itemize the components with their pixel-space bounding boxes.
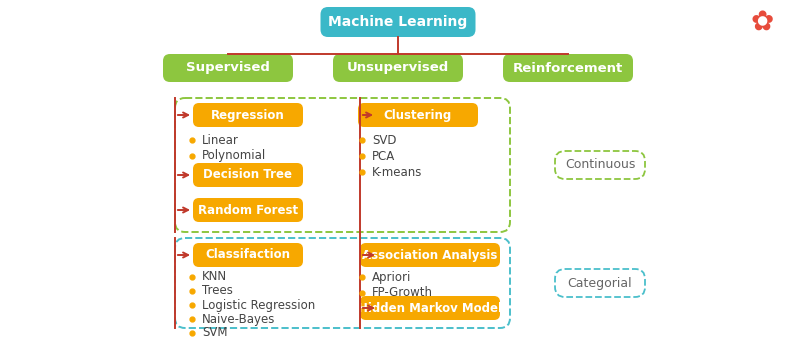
FancyBboxPatch shape xyxy=(193,243,303,267)
Text: SVM: SVM xyxy=(202,327,227,337)
FancyBboxPatch shape xyxy=(163,54,293,82)
Text: Continuous: Continuous xyxy=(565,158,635,172)
Text: Hidden Markov Model: Hidden Markov Model xyxy=(358,302,502,314)
FancyBboxPatch shape xyxy=(320,7,476,37)
Text: Regression: Regression xyxy=(211,109,285,122)
Text: Categorial: Categorial xyxy=(567,276,632,289)
FancyBboxPatch shape xyxy=(503,54,633,82)
Text: Linear: Linear xyxy=(202,133,239,147)
Text: Classifaction: Classifaction xyxy=(206,248,290,262)
Text: PCA: PCA xyxy=(372,150,395,162)
FancyBboxPatch shape xyxy=(360,296,500,320)
Text: SVD: SVD xyxy=(372,133,396,147)
FancyBboxPatch shape xyxy=(358,103,478,127)
Text: Random Forest: Random Forest xyxy=(198,204,298,216)
FancyBboxPatch shape xyxy=(360,243,500,267)
Text: Clustering: Clustering xyxy=(384,109,452,122)
Text: Machine Learning: Machine Learning xyxy=(328,15,468,29)
Text: Unsupervised: Unsupervised xyxy=(347,61,450,74)
Text: K-means: K-means xyxy=(372,165,422,179)
FancyBboxPatch shape xyxy=(193,103,303,127)
FancyBboxPatch shape xyxy=(193,198,303,222)
FancyBboxPatch shape xyxy=(193,163,303,187)
Text: FP-Growth: FP-Growth xyxy=(372,286,433,300)
FancyBboxPatch shape xyxy=(333,54,463,82)
Text: Naive-Bayes: Naive-Bayes xyxy=(202,312,276,326)
Text: Logistic Regression: Logistic Regression xyxy=(202,299,316,311)
Text: Apriori: Apriori xyxy=(372,271,411,283)
Text: Trees: Trees xyxy=(202,284,233,298)
Text: Supervised: Supervised xyxy=(186,61,270,74)
Text: ✿: ✿ xyxy=(750,8,774,36)
Text: Polynomial: Polynomial xyxy=(202,150,266,162)
Text: KNN: KNN xyxy=(202,271,227,283)
Text: Association Analysis: Association Analysis xyxy=(363,248,497,262)
Text: Reinforcement: Reinforcement xyxy=(513,61,623,74)
Text: Decision Tree: Decision Tree xyxy=(203,168,292,182)
